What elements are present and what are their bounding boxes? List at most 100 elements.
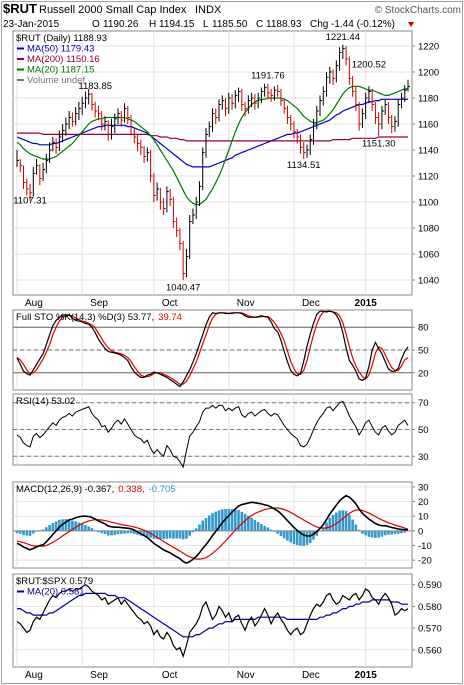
- histogram-bar: [383, 530, 387, 536]
- y-tick-label: 1180: [418, 94, 438, 105]
- y-tick-label: 30: [418, 452, 429, 463]
- histogram-bar: [41, 529, 45, 531]
- histogram-bar: [335, 512, 338, 531]
- y-tick-label: 1060: [418, 250, 439, 261]
- histogram-bar: [165, 530, 169, 539]
- histogram-bar: [194, 528, 198, 531]
- histogram-bar: [279, 530, 283, 537]
- y-tick-label: 0.590: [418, 580, 442, 591]
- price-panel: 1040 1060 1080 1100 1120 1140 1160 1180 1200 1220…: [12, 30, 439, 296]
- histogram-bar: [247, 515, 250, 531]
- histogram-bar: [25, 530, 29, 536]
- histogram-bar: [354, 524, 358, 531]
- histogram-bar: [77, 522, 81, 531]
- exchange-label: INDX: [195, 4, 222, 16]
- y-tick-label: 50: [418, 425, 429, 436]
- histogram-bar: [188, 530, 191, 536]
- y-tick-label: -20: [418, 556, 432, 567]
- symbol-label: $RUT: [3, 1, 37, 16]
- histogram-bar: [348, 514, 351, 531]
- histogram-bar: [149, 530, 152, 538]
- histogram-bar: [100, 530, 104, 534]
- histogram-bar: [90, 528, 94, 531]
- histogram-bar: [181, 530, 185, 540]
- histogram-bar: [159, 530, 162, 540]
- histogram-bar: [97, 530, 100, 533]
- y-tick-label: 1140: [418, 146, 438, 157]
- y-tick-label: 0.560: [418, 645, 442, 656]
- histogram-bar: [133, 530, 136, 534]
- price-annotation: 1107.31: [13, 195, 47, 206]
- histogram-bar: [146, 530, 149, 537]
- ratio-panel-frame: [12, 573, 413, 668]
- change-label: Chg: [310, 19, 328, 30]
- y-tick-label: 1120: [418, 172, 438, 183]
- y-tick-label: 20: [418, 497, 429, 508]
- histogram-bar: [87, 526, 90, 531]
- y-tick-label: -10: [418, 541, 432, 552]
- histogram-bar: [302, 530, 306, 546]
- histogram-bar: [51, 523, 55, 531]
- low-value: 1185.50: [212, 19, 248, 30]
- ratio-ma-line: [17, 592, 408, 638]
- histogram-bar: [211, 513, 214, 531]
- histogram-bar: [361, 530, 364, 534]
- histogram-bar: [396, 530, 400, 534]
- watermark: © StockCharts.com: [375, 5, 461, 16]
- histogram-bar: [191, 530, 195, 533]
- month-label: 2015: [355, 298, 378, 309]
- rsi-panel: 30 50 70 RSI(14) 53.02: [12, 393, 429, 469]
- histogram-bar: [15, 530, 19, 534]
- histogram-bar: [308, 530, 312, 544]
- price-annotation: 1191.76: [251, 71, 285, 82]
- signal-line: [16, 507, 409, 560]
- histogram-bar: [35, 530, 38, 532]
- histogram-bar: [230, 509, 234, 531]
- histogram-bar: [305, 530, 309, 545]
- price-annotation: 1200.52: [352, 59, 386, 70]
- histogram-bar: [74, 521, 77, 531]
- month-label: Oct: [162, 298, 178, 309]
- histogram-bar: [155, 530, 159, 539]
- histogram-bar: [71, 520, 74, 531]
- histogram-bar: [234, 509, 237, 531]
- histogram-bar: [103, 530, 107, 535]
- histogram-bar: [276, 530, 279, 534]
- legend-entry: Full STO %K(14,3) %D(3) 53.77,: [16, 312, 154, 323]
- price-annotation: 1151.30: [362, 138, 396, 149]
- price-annotation: 1134.51: [287, 160, 321, 171]
- sto-k-line: [16, 310, 409, 388]
- histogram-bar: [318, 530, 322, 532]
- histogram-bar: [380, 530, 384, 537]
- y-tick-label: 1080: [418, 224, 439, 235]
- histogram-bar: [45, 527, 48, 531]
- month-label: Nov: [237, 298, 255, 309]
- histogram-bar: [325, 522, 328, 531]
- histogram-bar: [315, 530, 319, 536]
- legend-entry: MA(50) 1179.43: [27, 44, 94, 55]
- price-panel-frame: [12, 30, 413, 296]
- price-annotation: 1183.85: [78, 81, 112, 92]
- macd-panel: -20 -10 0 10 20 30 MACD(12,26,9) -0.367, 0.338,…: [12, 481, 432, 569]
- histogram-bar: [295, 530, 299, 546]
- histogram-bar: [93, 530, 97, 531]
- y-tick-label: 1040: [418, 276, 439, 287]
- histogram-bar: [28, 530, 32, 536]
- open-label: O: [92, 19, 100, 30]
- histogram-bar: [299, 530, 302, 546]
- histogram-bar: [357, 529, 361, 531]
- histogram-bar: [31, 530, 35, 534]
- legend-entry: $RUT:$SPX 0.579: [16, 576, 93, 587]
- price-annotation: 1040.47: [166, 282, 200, 293]
- histogram-bar: [67, 519, 71, 531]
- legend-entry: $RUT (Daily) 1188.93: [16, 33, 107, 44]
- y-tick-label: 1200: [418, 68, 439, 79]
- down-triangle-icon: [408, 22, 414, 27]
- histogram-bar: [207, 515, 211, 531]
- month-label: 2015: [355, 670, 378, 681]
- histogram-bar: [367, 530, 371, 537]
- histogram-bar: [178, 530, 182, 539]
- month-label: Sep: [90, 298, 108, 309]
- histogram-bar: [80, 523, 84, 531]
